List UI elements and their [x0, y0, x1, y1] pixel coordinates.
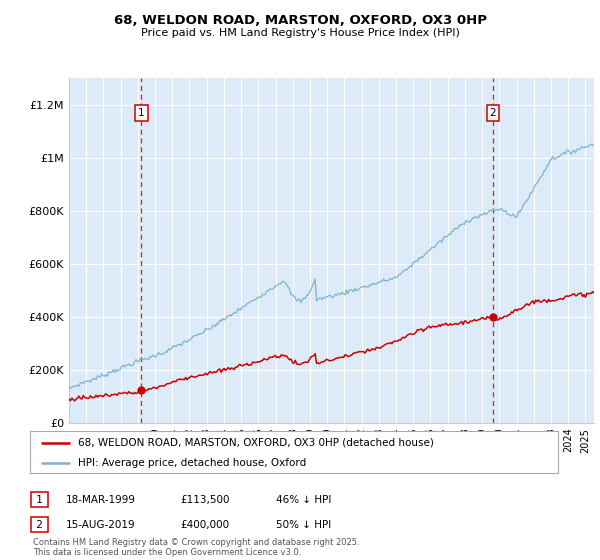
Text: 68, WELDON ROAD, MARSTON, OXFORD, OX3 0HP: 68, WELDON ROAD, MARSTON, OXFORD, OX3 0H… — [113, 14, 487, 27]
Text: Contains HM Land Registry data © Crown copyright and database right 2025.
This d: Contains HM Land Registry data © Crown c… — [33, 538, 359, 557]
Text: 1: 1 — [138, 108, 145, 118]
Text: 46% ↓ HPI: 46% ↓ HPI — [276, 494, 331, 505]
Text: 18-MAR-1999: 18-MAR-1999 — [66, 494, 136, 505]
Text: 2: 2 — [490, 108, 496, 118]
Text: £113,500: £113,500 — [180, 494, 229, 505]
Text: 2: 2 — [33, 520, 46, 530]
Text: 50% ↓ HPI: 50% ↓ HPI — [276, 520, 331, 530]
Text: Price paid vs. HM Land Registry's House Price Index (HPI): Price paid vs. HM Land Registry's House … — [140, 28, 460, 38]
Text: 68, WELDON ROAD, MARSTON, OXFORD, OX3 0HP (detached house): 68, WELDON ROAD, MARSTON, OXFORD, OX3 0H… — [77, 437, 433, 447]
Text: 1: 1 — [33, 494, 46, 505]
Text: 15-AUG-2019: 15-AUG-2019 — [66, 520, 136, 530]
Text: HPI: Average price, detached house, Oxford: HPI: Average price, detached house, Oxfo… — [77, 458, 306, 468]
Text: £400,000: £400,000 — [180, 520, 229, 530]
